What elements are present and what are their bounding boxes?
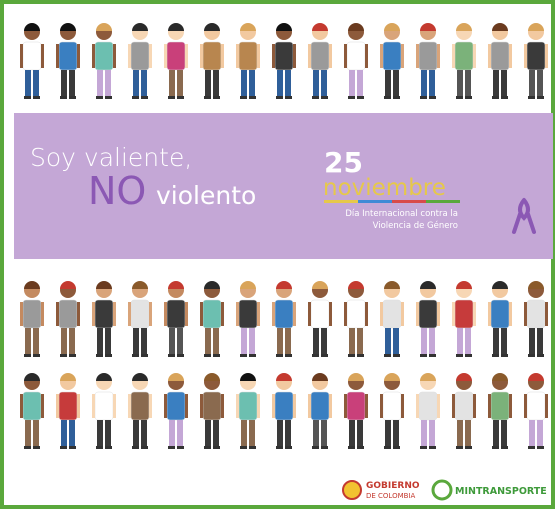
banner-caption: Día Internacional contra la [345, 209, 458, 219]
banner-month: noviembre [323, 175, 446, 201]
logo-text: MINTRANSPORTE [455, 486, 547, 497]
logo-text: GOBIERNO [366, 481, 420, 491]
banner-line1: Soy valiente, [30, 143, 192, 172]
underline [324, 200, 460, 203]
poster: Soy valiente, NO violento 25 noviembre D… [0, 0, 555, 509]
banner-caption: Violencia de Género [373, 220, 458, 231]
logo-text: DE COLOMBIA [366, 492, 416, 500]
banner-no: NO [88, 169, 146, 213]
banner-violento: violento [156, 181, 256, 210]
logo-gobierno: GOBIERNO DE COLOMBIA [343, 481, 420, 500]
